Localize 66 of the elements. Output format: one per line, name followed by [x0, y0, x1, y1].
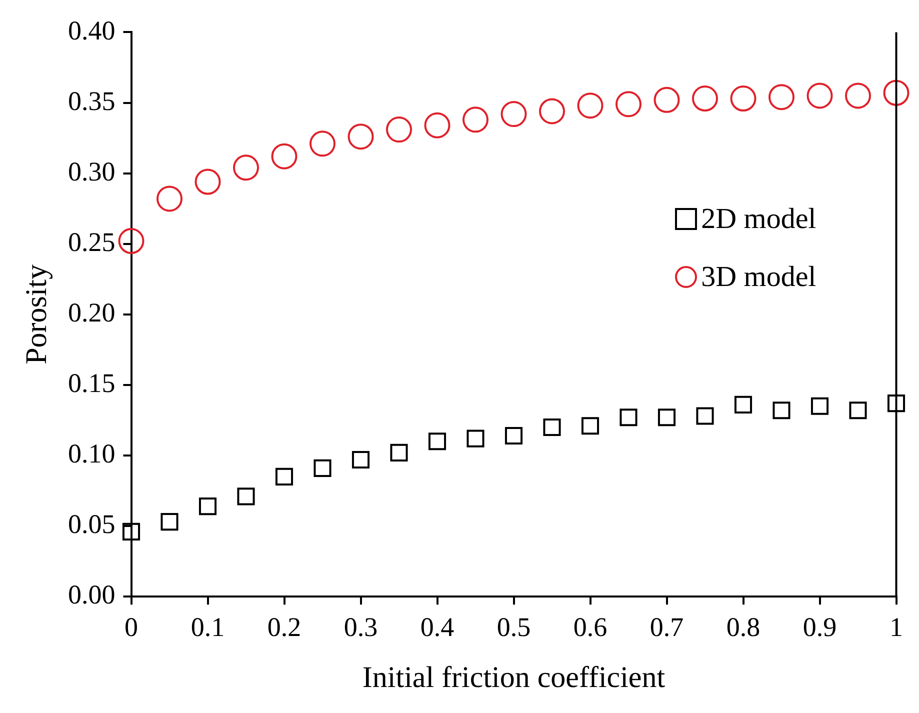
- point: [806, 82, 833, 109]
- point: [849, 402, 867, 420]
- point: [194, 168, 221, 195]
- point: [390, 444, 408, 462]
- point: [314, 459, 332, 477]
- point: [734, 396, 752, 414]
- y-tick-label: 0.05: [68, 509, 116, 540]
- legend-label: 3D model: [701, 260, 816, 296]
- x-tick-label: 0.6: [573, 612, 608, 642]
- point: [310, 130, 336, 157]
- point: [462, 106, 488, 133]
- point: [654, 86, 680, 113]
- x-tick-label: 0.9: [802, 612, 837, 642]
- x-axis-title: Initial friction coefficient: [362, 660, 666, 694]
- point: [500, 101, 527, 128]
- point: [233, 154, 259, 181]
- x-tick-label: 0.8: [726, 612, 760, 642]
- y-tick-label: 0.30: [68, 156, 116, 186]
- y-tick-label: 0.10: [68, 438, 116, 469]
- point: [845, 82, 871, 109]
- point: [616, 91, 642, 118]
- legend-label: 2D model: [701, 202, 816, 238]
- point: [275, 468, 294, 486]
- point: [658, 408, 676, 426]
- point: [504, 426, 523, 445]
- point: [386, 116, 412, 143]
- y-tick-label: 0.35: [68, 86, 116, 116]
- y-axis-title: Porosity: [20, 264, 53, 364]
- x-tick-label: 0.2: [267, 612, 302, 642]
- x-tick-label: 0.1: [190, 612, 225, 642]
- point: [620, 408, 638, 426]
- x-tick-label: 0.4: [420, 612, 455, 642]
- x-tick-label: 0.7: [650, 612, 684, 642]
- point: [581, 417, 600, 435]
- point: [883, 80, 910, 106]
- point: [772, 402, 790, 420]
- point: [198, 498, 217, 516]
- point: [122, 522, 140, 540]
- x-tick-label: 0: [124, 612, 138, 642]
- point: [348, 124, 374, 150]
- point: [466, 430, 484, 448]
- point: [543, 418, 561, 436]
- point: [887, 394, 906, 412]
- point: [696, 407, 714, 425]
- x-tick-label: 0.3: [344, 612, 378, 642]
- y-tick-label: 0.25: [68, 226, 116, 257]
- point: [118, 228, 144, 254]
- point: [271, 143, 298, 170]
- point: [730, 86, 756, 112]
- point: [237, 488, 255, 506]
- point: [156, 186, 182, 212]
- x-tick-label: 0.5: [496, 612, 531, 642]
- point: [810, 397, 829, 415]
- y-tick-label: 0.20: [68, 297, 116, 328]
- point: [428, 432, 446, 450]
- y-tick-label: 0.15: [68, 368, 116, 398]
- point: [352, 450, 370, 469]
- point: [160, 513, 178, 531]
- x-tick-label: 1: [890, 612, 903, 642]
- y-tick-label: 0.00: [68, 580, 116, 610]
- point: [539, 98, 565, 124]
- point: [692, 86, 718, 112]
- y-tick-label: 0.40: [68, 15, 116, 46]
- point: [577, 92, 604, 119]
- point: [424, 112, 450, 138]
- point: [768, 84, 794, 110]
